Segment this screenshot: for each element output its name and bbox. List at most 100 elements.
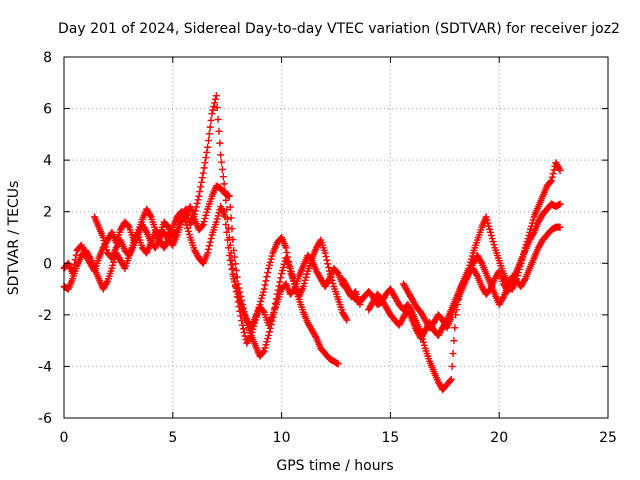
- data-point: [219, 173, 227, 181]
- data-point: [289, 274, 297, 282]
- data-point: [276, 278, 284, 286]
- data-point: [142, 227, 150, 235]
- data-point: [324, 260, 332, 268]
- data-point: [226, 203, 234, 211]
- data-point: [200, 164, 208, 172]
- data-point: [527, 225, 535, 233]
- data-point: [263, 273, 271, 281]
- data-point: [448, 362, 456, 370]
- data-point: [198, 222, 206, 230]
- data-point: [420, 341, 428, 349]
- data-point: [266, 258, 274, 266]
- y-tick-label: -4: [38, 359, 52, 375]
- data-point: [204, 137, 212, 145]
- data-point: [201, 214, 209, 222]
- data-point: [231, 260, 239, 268]
- data-point: [199, 169, 207, 177]
- data-point: [325, 276, 333, 284]
- data-point: [214, 115, 222, 123]
- data-point: [100, 237, 108, 245]
- data-point: [334, 360, 342, 368]
- data-point: [211, 99, 219, 107]
- data-point: [201, 159, 209, 167]
- data-point: [206, 123, 214, 131]
- data-point: [235, 293, 243, 301]
- data-point: [301, 276, 309, 284]
- data-point: [196, 188, 204, 196]
- x-tick-label: 20: [490, 430, 508, 446]
- data-point: [265, 331, 273, 339]
- data-point: [183, 221, 191, 229]
- data-point: [213, 215, 221, 223]
- data-point: [282, 244, 290, 252]
- data-point: [224, 236, 232, 244]
- data-point: [222, 196, 230, 204]
- data-point: [184, 224, 192, 232]
- x-axis-ticks: 0 5 10 15 20 25: [60, 57, 617, 446]
- data-point: [277, 274, 285, 282]
- data-point: [258, 294, 266, 302]
- data-point: [207, 116, 215, 124]
- data-point: [237, 300, 245, 308]
- data-point: [205, 130, 213, 138]
- y-tick-label: 8: [43, 50, 52, 66]
- data-point: [102, 243, 110, 251]
- data-point: [290, 286, 298, 294]
- data-point: [499, 294, 507, 302]
- data-point: [204, 245, 212, 253]
- data-point: [489, 238, 497, 246]
- data-point: [449, 350, 457, 358]
- data-point: [184, 227, 192, 235]
- data-point: [259, 348, 267, 356]
- data-point: [264, 269, 272, 277]
- data-point: [232, 284, 240, 292]
- data-point: [103, 246, 111, 254]
- data-point: [233, 273, 241, 281]
- data-point: [234, 290, 242, 298]
- data-point: [278, 270, 286, 278]
- x-tick-label: 5: [168, 430, 177, 446]
- data-point: [198, 174, 206, 182]
- data-point: [225, 252, 233, 260]
- data-point: [217, 151, 225, 159]
- data-point: [229, 270, 237, 278]
- data-point: [218, 158, 226, 166]
- y-tick-label: 0: [43, 256, 52, 272]
- y-tick-label: 6: [43, 102, 52, 118]
- data-point: [191, 207, 199, 215]
- data-point: [198, 178, 206, 186]
- data-point: [231, 278, 239, 286]
- data-point: [231, 281, 239, 289]
- data-point: [214, 212, 222, 220]
- data-point: [265, 264, 273, 272]
- y-axis-ticks: -6 -4 -2 0 2 4 6 8: [38, 50, 608, 427]
- chart-title: Day 201 of 2024, Sidereal Day-to-day VTE…: [58, 21, 620, 37]
- data-point: [228, 265, 236, 273]
- data-point: [204, 249, 212, 257]
- data-point: [486, 228, 494, 236]
- data-point: [265, 261, 273, 269]
- data-point: [202, 154, 210, 162]
- data-point: [262, 277, 270, 285]
- data-point: [230, 275, 238, 283]
- data-point: [103, 279, 111, 287]
- data-point: [446, 376, 454, 384]
- data-point: [233, 287, 241, 295]
- x-tick-label: 0: [60, 430, 69, 446]
- data-point: [486, 225, 494, 233]
- data-point: [194, 196, 202, 204]
- data-point: [231, 253, 239, 261]
- data-point: [450, 337, 458, 345]
- x-tick-label: 25: [599, 430, 617, 446]
- data-point: [278, 267, 286, 275]
- data-point: [203, 148, 211, 156]
- data-point: [209, 106, 217, 114]
- data-point: [262, 341, 270, 349]
- data-point: [550, 166, 558, 174]
- data-point: [547, 177, 555, 185]
- y-tick-label: -2: [38, 308, 52, 324]
- data-point: [299, 282, 307, 290]
- data-point: [230, 246, 238, 254]
- data-point: [451, 324, 459, 332]
